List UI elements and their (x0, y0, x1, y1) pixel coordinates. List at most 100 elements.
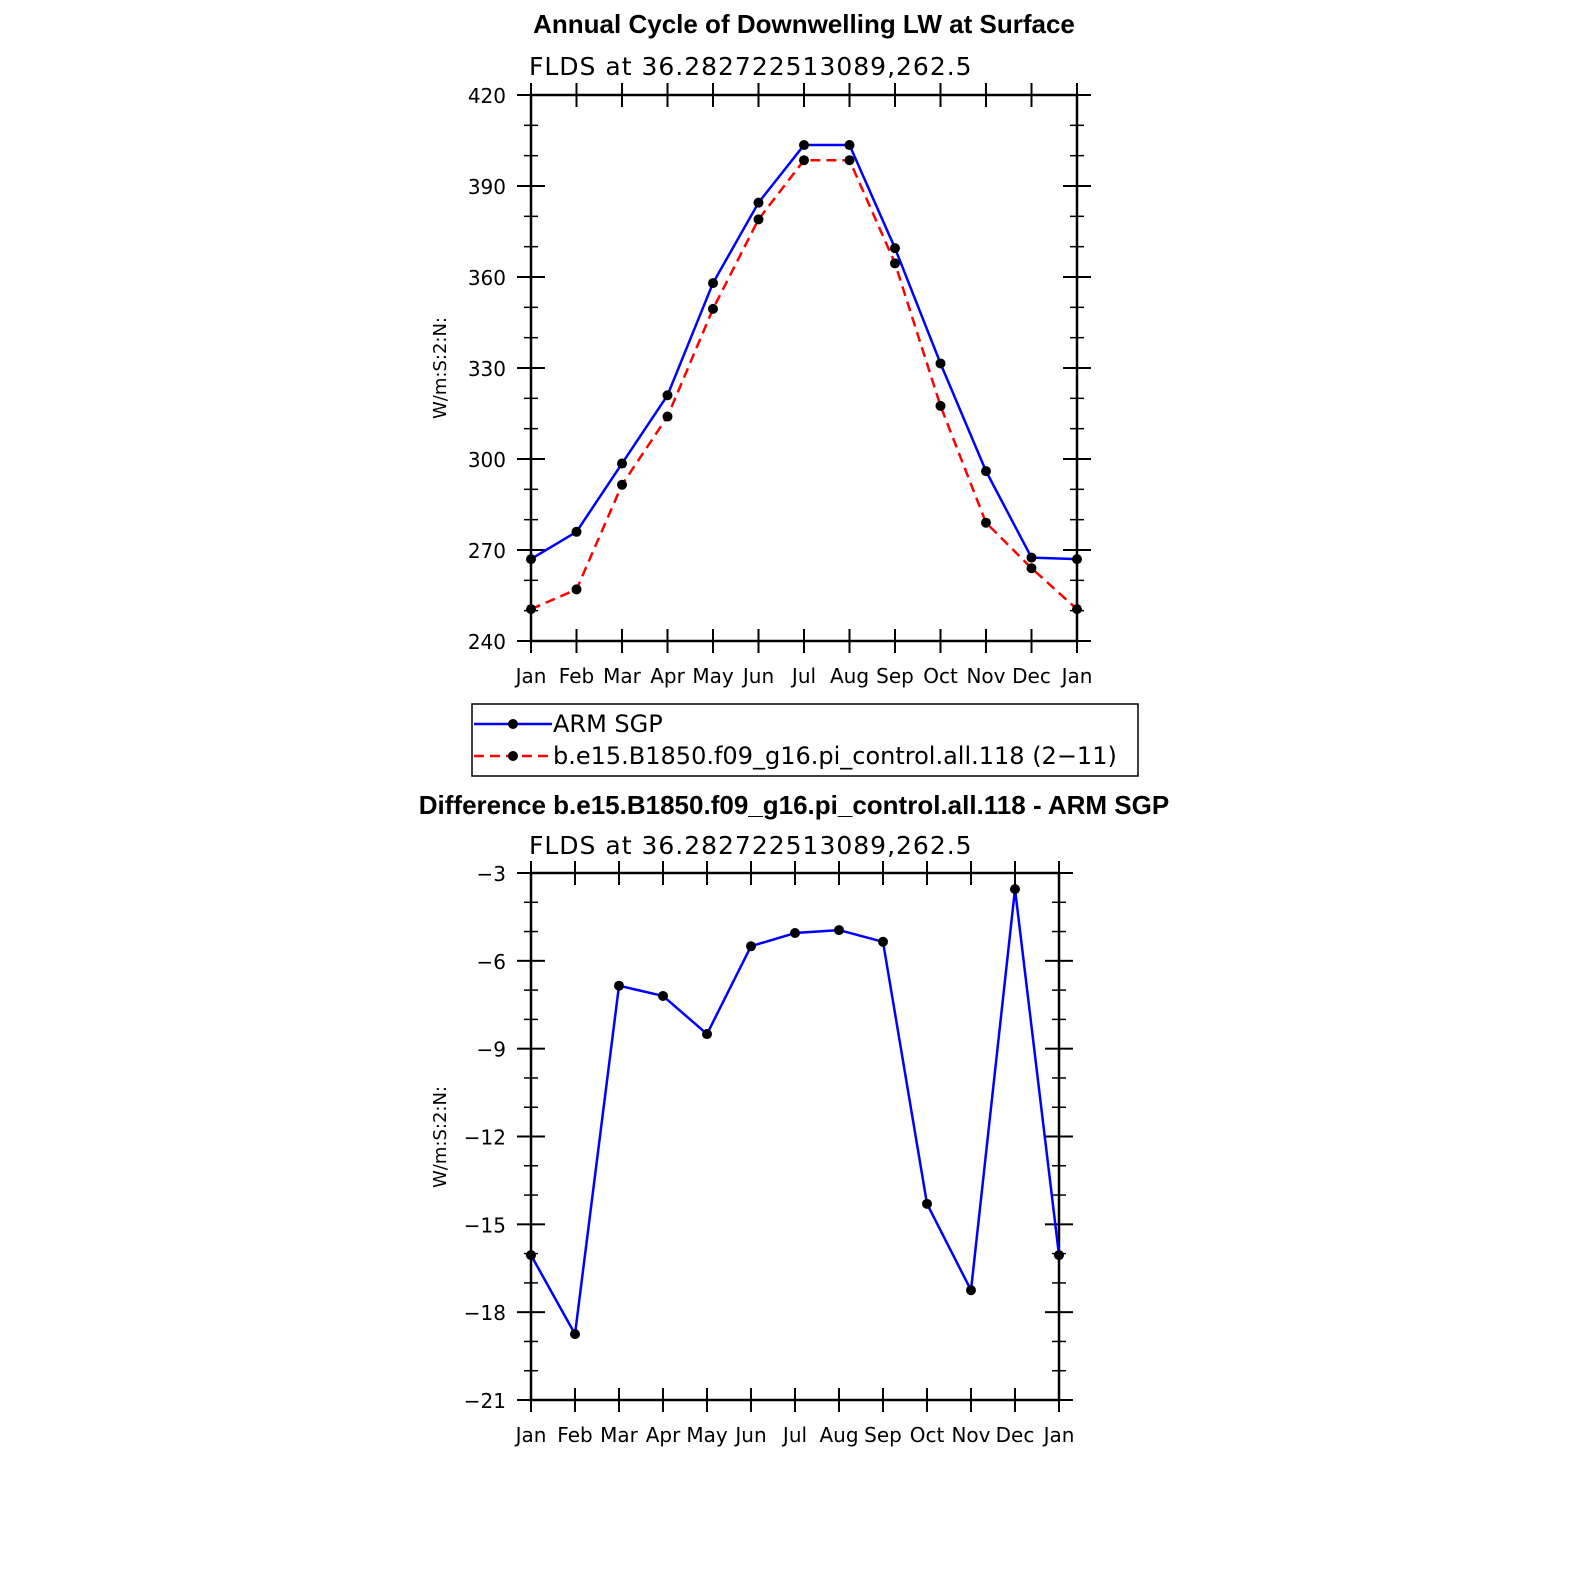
legend-marker-model (508, 751, 518, 761)
series-0-point (746, 941, 756, 952)
series-0-point (966, 1285, 976, 1296)
series-0-point (890, 243, 900, 254)
series-1-point (935, 400, 946, 411)
y-tick-label: 270 (468, 539, 506, 563)
x-tick-label: Oct (910, 1423, 945, 1447)
y-axis-label: W/m:S:2:N: (430, 1086, 451, 1188)
series-0-point (662, 390, 673, 401)
x-tick-label: Jan (1042, 1423, 1075, 1447)
chart-title: Difference b.e15.B1850.f09_g16.pi_contro… (419, 790, 1169, 820)
difference-chart: Difference b.e15.B1850.f09_g16.pi_contro… (419, 790, 1169, 1447)
axis-ticks: Jan Feb Mar Apr May Jun Jul Aug Sep Oct Nov Dec Jan 2… (468, 83, 1093, 688)
chart-subtitle: FLDS at 36.282722513089,262.5 (529, 52, 973, 81)
legend-entry-model: b.e15.B1850.f09_g16.pi_control.all.118 (… (474, 742, 1117, 770)
x-tick-label: Jun (733, 1423, 766, 1447)
series-1-point (1026, 563, 1037, 574)
series-0-point (1072, 554, 1082, 565)
annual-cycle-chart: Annual Cycle of Downwelling LW at Surfac… (430, 9, 1092, 688)
y-tick-label: −15 (464, 1213, 506, 1237)
chart-title: Annual Cycle of Downwelling LW at Surfac… (533, 9, 1075, 39)
x-tick-label: Apr (650, 664, 685, 688)
series-1-point (799, 155, 809, 166)
y-tick-label: −6 (477, 950, 506, 974)
legend-entry-arm-sgp: ARM SGP (474, 710, 663, 738)
series-0-point (526, 554, 536, 565)
plot-frame (529, 93, 1079, 643)
x-tick-label: May (692, 664, 734, 688)
series-0-point (526, 1250, 536, 1261)
series-0-point (708, 278, 718, 289)
series-0-point (935, 358, 946, 369)
x-tick-label: Feb (559, 664, 594, 688)
legend-box (471, 703, 1139, 777)
series-1-point (617, 479, 627, 490)
y-tick-label: −18 (464, 1301, 506, 1325)
x-tick-label: Sep (876, 664, 914, 688)
x-tick-label: Sep (864, 1423, 902, 1447)
x-tick-label: Jul (790, 664, 816, 688)
series-0-point (878, 936, 888, 947)
series-0-point (570, 1329, 580, 1340)
series-1-point (753, 214, 764, 225)
legend-marker-arm-sgp (508, 719, 518, 729)
series-0-point (658, 990, 668, 1001)
legend: ARM SGP b.e15.B1850.f09_g16.pi_control.a… (471, 703, 1139, 777)
series-1-point (1072, 604, 1082, 615)
legend-label-model: b.e15.B1850.f09_g16.pi_control.all.118 (… (553, 742, 1117, 770)
series-0-point (1054, 1250, 1064, 1261)
plot-area (526, 140, 1082, 615)
y-tick-label: 330 (468, 357, 506, 381)
x-tick-label: Dec (996, 1423, 1035, 1447)
series-0-point (1010, 884, 1020, 895)
x-tick-label: Jul (781, 1423, 807, 1447)
axis-ticks: Jan Feb Mar Apr May Jun Jul Aug Sep Oct Nov Dec Jan−… (464, 861, 1075, 1447)
series-0-point (834, 925, 844, 936)
series-0-point (571, 526, 582, 537)
plot-area (526, 884, 1064, 1340)
x-tick-label: Oct (923, 664, 958, 688)
series-line-0 (529, 887, 1061, 1336)
y-tick-label: 390 (468, 175, 506, 199)
series-1-point (662, 411, 673, 422)
y-tick-label: −12 (464, 1126, 506, 1150)
series-1-point (890, 258, 900, 269)
series-0-point (799, 140, 809, 151)
y-tick-label: 360 (468, 266, 506, 290)
legend-label-arm-sgp: ARM SGP (553, 710, 663, 738)
x-tick-label: Nov (966, 664, 1005, 688)
x-tick-label: Aug (830, 664, 869, 688)
y-axis-label: W/m:S:2:N: (430, 317, 451, 419)
series-0-point (753, 197, 764, 208)
series-0-point (790, 928, 800, 939)
x-tick-label: Mar (603, 664, 642, 688)
series-line-0 (530, 143, 1078, 561)
series-1-point (571, 584, 582, 595)
series-0-point (844, 140, 855, 151)
x-tick-label: Dec (1012, 664, 1051, 688)
series-0-point (617, 458, 627, 469)
series-1-point (708, 303, 718, 314)
chart-subtitle: FLDS at 36.282722513089,262.5 (529, 831, 973, 860)
series-0-point (702, 1029, 712, 1040)
x-tick-label: Jan (514, 664, 547, 688)
x-tick-label: Mar (600, 1423, 639, 1447)
y-tick-label: 300 (468, 448, 506, 472)
series-0-point (614, 980, 624, 991)
series-0-point (922, 1198, 932, 1209)
series-1-point (844, 155, 855, 166)
x-tick-label: Feb (557, 1423, 592, 1447)
plot-frame (529, 871, 1061, 1402)
y-tick-label: −9 (477, 1038, 506, 1062)
x-tick-label: Nov (951, 1423, 990, 1447)
x-tick-label: May (686, 1423, 728, 1447)
x-tick-label: Jun (741, 664, 774, 688)
y-tick-label: 240 (468, 630, 506, 654)
series-0-point (1026, 552, 1037, 563)
x-tick-label: Jan (514, 1423, 547, 1447)
series-0-point (981, 466, 991, 477)
x-tick-label: Jan (1060, 664, 1093, 688)
y-tick-label: 420 (468, 84, 506, 108)
x-tick-label: Apr (646, 1423, 681, 1447)
series-1-point (981, 517, 991, 528)
